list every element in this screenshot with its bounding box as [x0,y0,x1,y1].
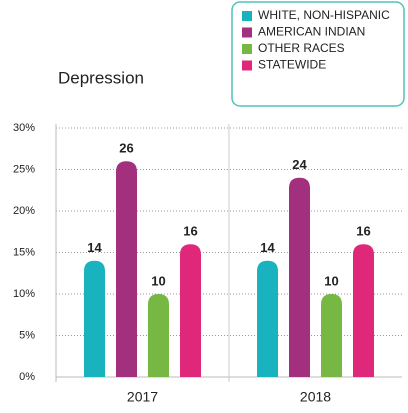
x-tick-label: 2017 [127,389,158,405]
legend-label: STATEWIDE [258,58,326,72]
legend-box [231,1,405,107]
bar [289,177,310,377]
legend-label: AMERICAN INDIAN [258,25,365,39]
y-tick-label: 30% [13,122,35,134]
bar [148,294,169,377]
bar [84,260,105,377]
bar [321,294,342,377]
y-tick-label: 25% [13,163,35,175]
y-tick-label: 15% [13,246,35,258]
value-label: 10 [324,273,338,288]
bar [353,244,374,377]
legend-swatch [242,44,252,54]
value-label: 14 [260,240,275,255]
legend-label: WHITE, NON-HISPANIC [258,8,390,22]
chart-title: Depression [58,68,144,87]
bar [257,260,278,377]
legend-swatch [242,11,252,21]
value-label: 14 [87,240,102,255]
value-label: 16 [183,224,197,239]
y-tick-label: 5% [19,329,35,341]
legend-label: OTHER RACES [258,41,345,55]
bar [116,161,137,377]
y-tick-label: 20% [13,205,35,217]
legend-swatch [242,27,252,38]
value-label: 10 [151,273,165,288]
legend-swatch [242,60,252,71]
x-tick-label: 2018 [300,389,331,405]
value-label: 26 [119,141,133,156]
bar [180,244,201,377]
y-tick-label: 10% [13,288,35,300]
y-tick-label: 0% [19,371,35,383]
value-label: 24 [292,157,307,172]
value-label: 16 [356,224,370,239]
